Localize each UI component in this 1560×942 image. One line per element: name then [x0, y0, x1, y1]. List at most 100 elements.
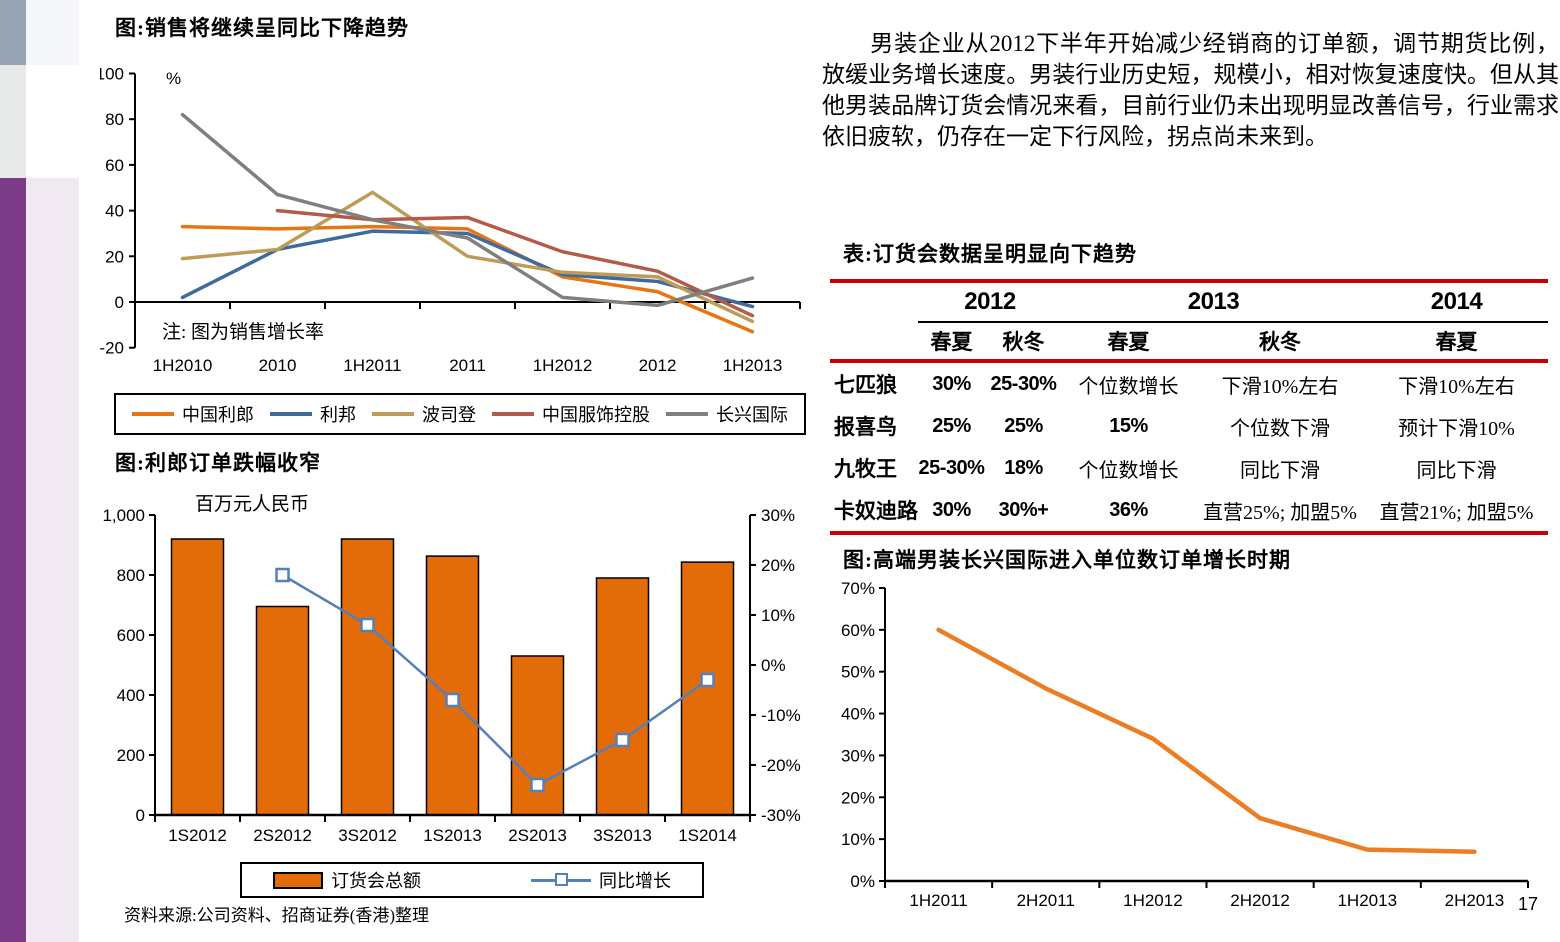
- y-tick-label: 60%: [841, 621, 875, 640]
- table-year-header: 2013: [1187, 288, 1240, 315]
- order-table-title: 表:订货会数据呈明显向下趋势: [843, 242, 1137, 266]
- left-tick-label: 400: [117, 686, 145, 705]
- x-tick-label: 1S2014: [678, 826, 737, 845]
- x-tick-label: 2H2012: [1230, 891, 1290, 910]
- left-tick-label: 1,000: [102, 506, 145, 525]
- legend-label: 中国服饰控股: [542, 405, 650, 425]
- table-cell: 36%: [1109, 498, 1148, 521]
- table-cell: 下滑10%左右: [1398, 375, 1515, 398]
- table-cell: 30%: [932, 372, 971, 395]
- y-tick-label: 40%: [841, 705, 875, 724]
- decor-strip2-top: [26, 0, 79, 65]
- unit-label: %: [166, 69, 181, 88]
- table-cell-rowlabel: 九牧王: [834, 457, 897, 481]
- order-chart-title: 图:利郎订单跌幅收窄: [115, 451, 321, 475]
- table-year-header: 2012: [964, 288, 1016, 315]
- x-tick-label: 2H2011: [1017, 891, 1075, 910]
- table-cell: 15%: [1109, 414, 1148, 437]
- table-cell: 个位数下滑: [1230, 417, 1330, 440]
- table-year-header: 2014: [1430, 288, 1483, 315]
- legend-label: 波司登: [422, 405, 476, 425]
- x-tick-label: 2012: [639, 356, 677, 375]
- x-tick-label: 2011: [449, 356, 486, 375]
- right-tick-label: 20%: [761, 556, 795, 575]
- table-season-header: 春夏: [1107, 330, 1150, 354]
- bar-1S2014: [680, 561, 735, 816]
- x-tick-label: 3S2013: [593, 826, 652, 845]
- series-波司登: [180, 190, 755, 324]
- x-tick-label: 2S2012: [253, 826, 312, 845]
- table-season-header: 春夏: [930, 330, 973, 354]
- table-cell: 预计下滑10%: [1398, 417, 1515, 440]
- legend-line-swatch: [132, 412, 174, 416]
- legend-item: 中国利郎: [132, 401, 254, 427]
- x-tick-label: 1H2010: [153, 356, 213, 375]
- y-tick-label: -20: [100, 339, 124, 358]
- order-chart-legend: 订货会总额 同比增长: [240, 862, 704, 898]
- source-note: 资料来源:公司资料、招商证券(香港)整理: [124, 906, 430, 925]
- order-chart-svg: 1,000 800 600 400 200 0 30% 20% 10% 0% -10% -20% -30…: [102, 493, 801, 845]
- x-tick-label: 3S2012: [338, 826, 397, 845]
- x-tick-label: 2S2013: [508, 826, 567, 845]
- y-tick-label: 10%: [841, 830, 875, 849]
- table-cell: 直营25%; 加盟5%: [1203, 501, 1357, 524]
- y-tick-label: 100: [100, 65, 124, 84]
- changxing-chart-title: 图:高端男装长兴国际进入单位数订单增长时期: [843, 548, 1291, 572]
- table-season-header: 秋冬: [1259, 330, 1301, 354]
- table-season-header: 秋冬: [1002, 330, 1045, 354]
- table-cell: 下滑10%左右: [1221, 375, 1339, 398]
- legend-label: 同比增长: [599, 871, 671, 891]
- y-tick-label: 20%: [841, 788, 875, 807]
- yoy-marker: [700, 672, 715, 688]
- table-cell-rowlabel: 七匹狼: [834, 373, 897, 397]
- sales-growth-chart-legend: 中国利郎 利邦 波司登 中国服饰控股 长兴国际: [114, 393, 806, 435]
- legend-label: 长兴国际: [716, 405, 788, 425]
- table-cell: 25-30%: [918, 456, 985, 479]
- legend-item: 长兴国际: [666, 401, 788, 427]
- order-table: 2012 2013 2014 春夏 秋冬 春夏 秋冬 春夏 七匹狼 30% 25-30% 个位数增长 下…: [830, 279, 1548, 537]
- table-cell-rowlabel: 卡奴迪路: [834, 499, 918, 523]
- right-tick-label: 0%: [761, 656, 786, 675]
- legend-item: 同比增长: [531, 867, 671, 893]
- decor-strip2-lavender: [26, 178, 79, 942]
- legend-item: 波司登: [372, 401, 476, 427]
- decor-strip-gray: [0, 65, 26, 178]
- x-tick-label: 1H2011: [343, 356, 401, 375]
- left-tick-label: 800: [117, 566, 145, 585]
- changxing-chart-svg: 70% 60% 50% 40% 30% 20% 10% 0% 1H2011 2H2011 1H201…: [841, 579, 1529, 910]
- legend-item: 利邦: [270, 401, 356, 427]
- legend-label: 利邦: [320, 405, 356, 425]
- legend-line-marker-swatch: [531, 873, 591, 887]
- left-tick-label: 600: [117, 626, 145, 645]
- x-tick-label: 2H2013: [1445, 891, 1505, 910]
- table-rule-under-years: [918, 321, 1548, 323]
- sales-growth-chart-svg: 100 80 60 40 20 0 -20 1H2010 2010 1H2011 2011 1H201…: [100, 65, 801, 375]
- right-tick-label: 30%: [761, 506, 795, 525]
- bar-2S2012: [255, 605, 310, 816]
- series-长兴国际: [180, 112, 755, 308]
- y-tick-label: 80: [105, 110, 124, 129]
- right-tick-label: -30%: [761, 806, 801, 825]
- legend-label: 订货会总额: [331, 871, 421, 891]
- page-number: 17: [1518, 894, 1539, 914]
- yoy-marker: [360, 617, 375, 633]
- table-cell: 同比下滑: [1416, 459, 1497, 482]
- x-tick-label: 1H2012: [1123, 891, 1183, 910]
- y-tick-label: 60: [105, 156, 124, 175]
- y-tick-label: 50%: [841, 663, 875, 682]
- legend-marker: [555, 873, 568, 886]
- body-paragraph: 男装企业从2012下半年开始减少经销商的订单额，调节期货比例，放缓业务增长速度。…: [822, 31, 1559, 149]
- table-cell: 直营21%; 加盟5%: [1379, 501, 1534, 524]
- right-tick-label: -10%: [761, 706, 801, 725]
- legend-line-swatch: [372, 412, 414, 416]
- right-tick-label: -20%: [761, 756, 801, 775]
- yoy-marker: [275, 567, 290, 583]
- legend-line-swatch: [666, 412, 708, 416]
- y-tick-label: 0: [115, 293, 124, 312]
- table-cell: 25%: [932, 414, 971, 437]
- right-tick-label: 10%: [761, 606, 795, 625]
- legend-item: 订货会总额: [273, 867, 421, 893]
- x-tick-label: 1S2013: [423, 826, 482, 845]
- decor-strip-purple: [0, 178, 26, 942]
- legend-line-swatch: [270, 412, 312, 416]
